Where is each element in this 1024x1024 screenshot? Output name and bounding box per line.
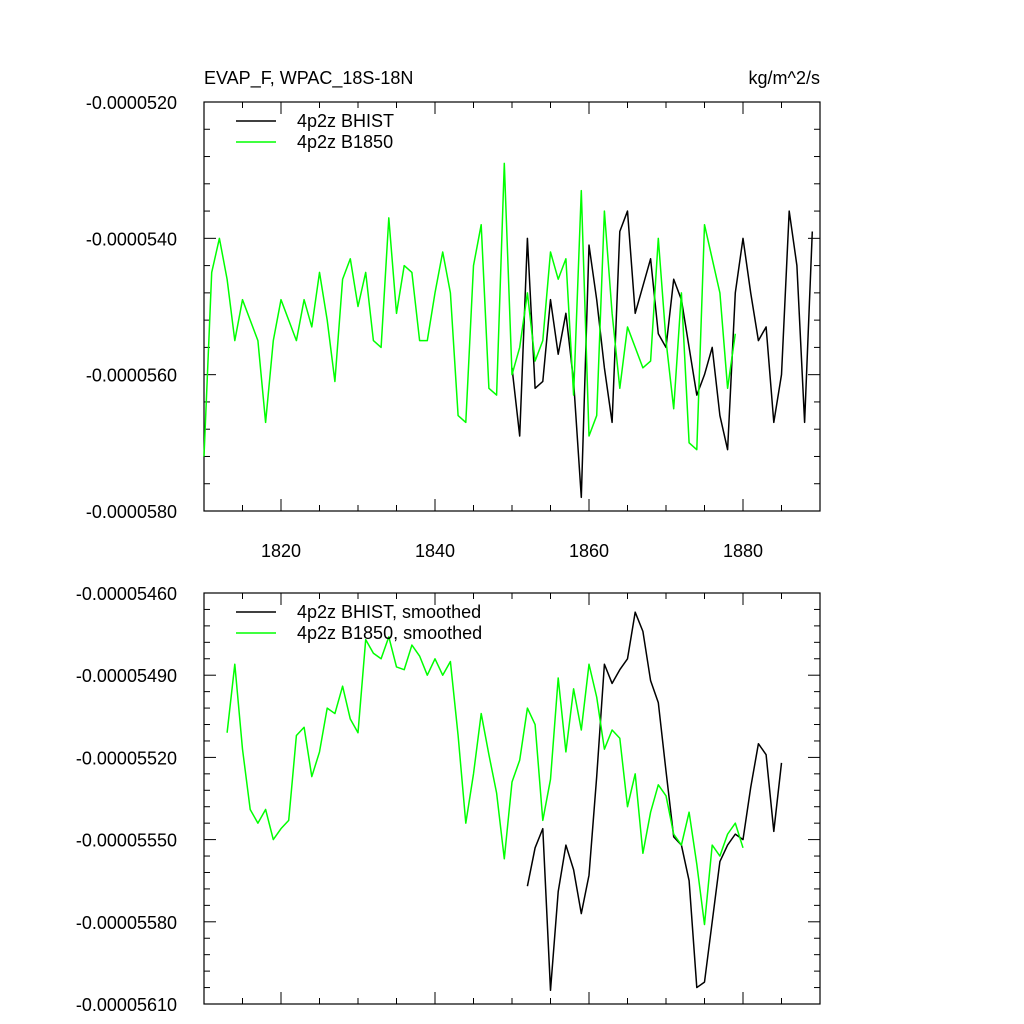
- y-tick-label: -0.00005550: [76, 831, 177, 851]
- series-line: [511, 210, 814, 499]
- x-tick-label: 1840: [415, 541, 455, 561]
- y-tick-label: -0.00005460: [76, 584, 177, 604]
- legend-label: 4p2z B1850: [297, 132, 393, 152]
- legend-label: 4p2z B1850, smoothed: [297, 623, 482, 643]
- y-tick-label: -0.00005610: [76, 995, 177, 1015]
- legend-label: 4p2z BHIST: [297, 111, 394, 131]
- evap-top-panel: EVAP_F, WPAC_18S-18N kg/m^2/s -0.0000520…: [86, 68, 821, 561]
- series-line: [203, 162, 737, 457]
- evap-smoothed-panel: -0.00005460 -0.00005490 -0.00005520 -0.0000…: [76, 584, 821, 1015]
- legend-label: 4p2z BHIST, smoothed: [297, 602, 481, 622]
- x-tick-labels: 1820 1840 1860 1880: [261, 541, 763, 561]
- y-tick-label: -0.00005580: [76, 913, 177, 933]
- y-tick-label: -0.0000520: [86, 93, 177, 113]
- plot-frame: [203, 592, 821, 1005]
- series-lines: [203, 162, 814, 499]
- x-tick-label: 1820: [261, 541, 301, 561]
- axis-ticks: [204, 593, 820, 1004]
- chart-title: EVAP_F, WPAC_18S-18N: [204, 68, 413, 89]
- y-tick-label: -0.0000580: [86, 502, 177, 522]
- x-tick-label: 1860: [569, 541, 609, 561]
- y-tick-label: -0.0000560: [86, 366, 177, 386]
- series-line: [226, 636, 744, 926]
- y-tick-labels: -0.00005460 -0.00005490 -0.00005520 -0.0000…: [76, 584, 177, 1015]
- x-tick-label: 1880: [723, 541, 763, 561]
- series-lines: [226, 611, 783, 992]
- y-tick-labels: -0.0000520 -0.0000540 -0.0000560 -0.0000580: [86, 93, 177, 522]
- y-tick-label: -0.00005520: [76, 748, 177, 768]
- chart-units: kg/m^2/s: [749, 68, 820, 88]
- y-tick-label: -0.00005490: [76, 666, 177, 686]
- axis-ticks: [204, 102, 820, 511]
- y-tick-label: -0.0000540: [86, 229, 177, 249]
